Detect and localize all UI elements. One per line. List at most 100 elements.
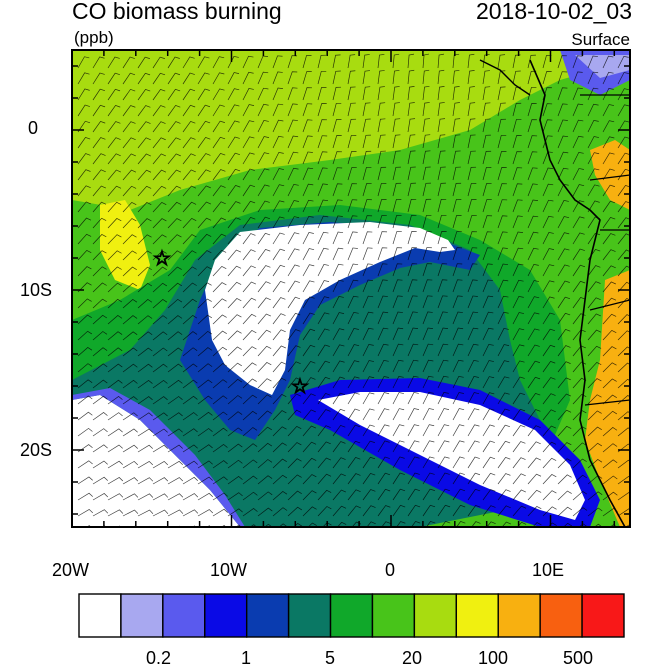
wind-barb xyxy=(302,71,312,85)
wind-barb xyxy=(542,490,557,501)
wind-barb xyxy=(167,72,181,85)
wind-barb xyxy=(377,311,389,325)
region-lilac-northeast xyxy=(575,55,630,78)
wind-barb xyxy=(347,247,358,261)
wind-barb xyxy=(362,199,372,213)
wind-barb xyxy=(542,425,557,437)
wind-barb xyxy=(407,198,417,213)
wind-barb xyxy=(512,135,522,149)
wind-barb xyxy=(317,87,327,101)
wind-barb xyxy=(377,408,390,421)
region-white-plume-north xyxy=(205,222,455,395)
wind-barb xyxy=(182,347,198,357)
wind-barb xyxy=(347,215,358,229)
wind-barb xyxy=(227,201,241,213)
wind-barb xyxy=(362,440,375,453)
wind-barb xyxy=(557,71,568,85)
wind-barb xyxy=(272,152,284,165)
wind-barb xyxy=(557,167,569,181)
wind-barb xyxy=(377,359,389,373)
wind-barb xyxy=(317,409,331,421)
wind-barb xyxy=(527,489,542,501)
wind-barb xyxy=(227,88,240,101)
wind-barb xyxy=(302,474,317,485)
wind-barb xyxy=(482,86,491,101)
wind-barb xyxy=(467,102,476,117)
wind-barb xyxy=(332,312,345,325)
wind-barb xyxy=(407,504,421,517)
wind-barb xyxy=(407,69,415,85)
wind-barb xyxy=(452,408,465,421)
wind-barb xyxy=(527,119,537,133)
wind-barb xyxy=(197,363,213,373)
wind-barb xyxy=(317,344,330,357)
wind-barb xyxy=(377,505,391,517)
wind-barb xyxy=(392,150,401,165)
wind-barb xyxy=(362,295,374,309)
wind-barb xyxy=(572,119,584,133)
wind-barb xyxy=(572,410,587,421)
wind-barb xyxy=(227,443,243,453)
wind-barb xyxy=(197,233,212,245)
wind-barb xyxy=(542,377,556,389)
wind-barb xyxy=(501,521,512,527)
wind-barb xyxy=(482,472,496,485)
wind-barb xyxy=(602,394,617,405)
wind-barb xyxy=(542,360,556,373)
wind-barb xyxy=(332,425,346,437)
wind-barb xyxy=(347,376,360,389)
wind-barb xyxy=(107,331,123,341)
wind-barb xyxy=(366,521,376,527)
wind-barb xyxy=(122,363,138,373)
wind-barb xyxy=(197,169,211,181)
wind-barb xyxy=(512,151,522,165)
wind-barb xyxy=(137,282,153,293)
wind-barb xyxy=(617,508,630,517)
wind-barb xyxy=(557,490,572,501)
wind-barb xyxy=(242,346,257,357)
wind-barb xyxy=(602,233,616,245)
wind-barb xyxy=(92,412,108,421)
wind-barb xyxy=(77,347,93,357)
wind-barb xyxy=(617,459,630,469)
wind-barb xyxy=(257,55,269,69)
wind-barb xyxy=(212,72,225,85)
wind-barb xyxy=(242,281,257,293)
wind-barb xyxy=(137,234,152,245)
wind-barb xyxy=(167,428,183,437)
wind-barb xyxy=(422,279,433,293)
wind-barb xyxy=(392,247,403,261)
wind-barb xyxy=(92,137,106,149)
wind-barb xyxy=(362,408,375,421)
wind-barb xyxy=(212,104,225,117)
wind-barb xyxy=(497,167,507,181)
wind-barb xyxy=(407,295,418,309)
wind-barb xyxy=(452,327,464,341)
wind-barb xyxy=(317,506,332,517)
wind-barb xyxy=(527,231,539,245)
region-yellow-west xyxy=(100,200,150,290)
wind-barb xyxy=(377,199,387,213)
wind-barb xyxy=(107,153,121,165)
wind-barb xyxy=(137,202,152,213)
wind-barb xyxy=(617,120,630,133)
wind-barb xyxy=(92,88,106,101)
wind-barb xyxy=(77,217,92,229)
wind-barb xyxy=(287,296,301,309)
wind-barb xyxy=(407,86,415,101)
wind-barb xyxy=(227,395,243,405)
wind-barb xyxy=(377,134,386,149)
wind-barb xyxy=(377,488,391,501)
wind-barb xyxy=(377,166,387,181)
wind-barb xyxy=(77,266,92,277)
wind-barb xyxy=(557,135,569,149)
wind-barb xyxy=(542,167,554,181)
wind-barb xyxy=(422,327,433,341)
wind-barb xyxy=(497,295,509,309)
colorbar-box xyxy=(581,593,625,638)
wind-barb xyxy=(317,393,331,405)
wind-barb xyxy=(497,118,507,133)
wind-barb xyxy=(422,231,432,245)
wind-barb xyxy=(407,166,416,181)
wind-barb xyxy=(587,200,600,213)
